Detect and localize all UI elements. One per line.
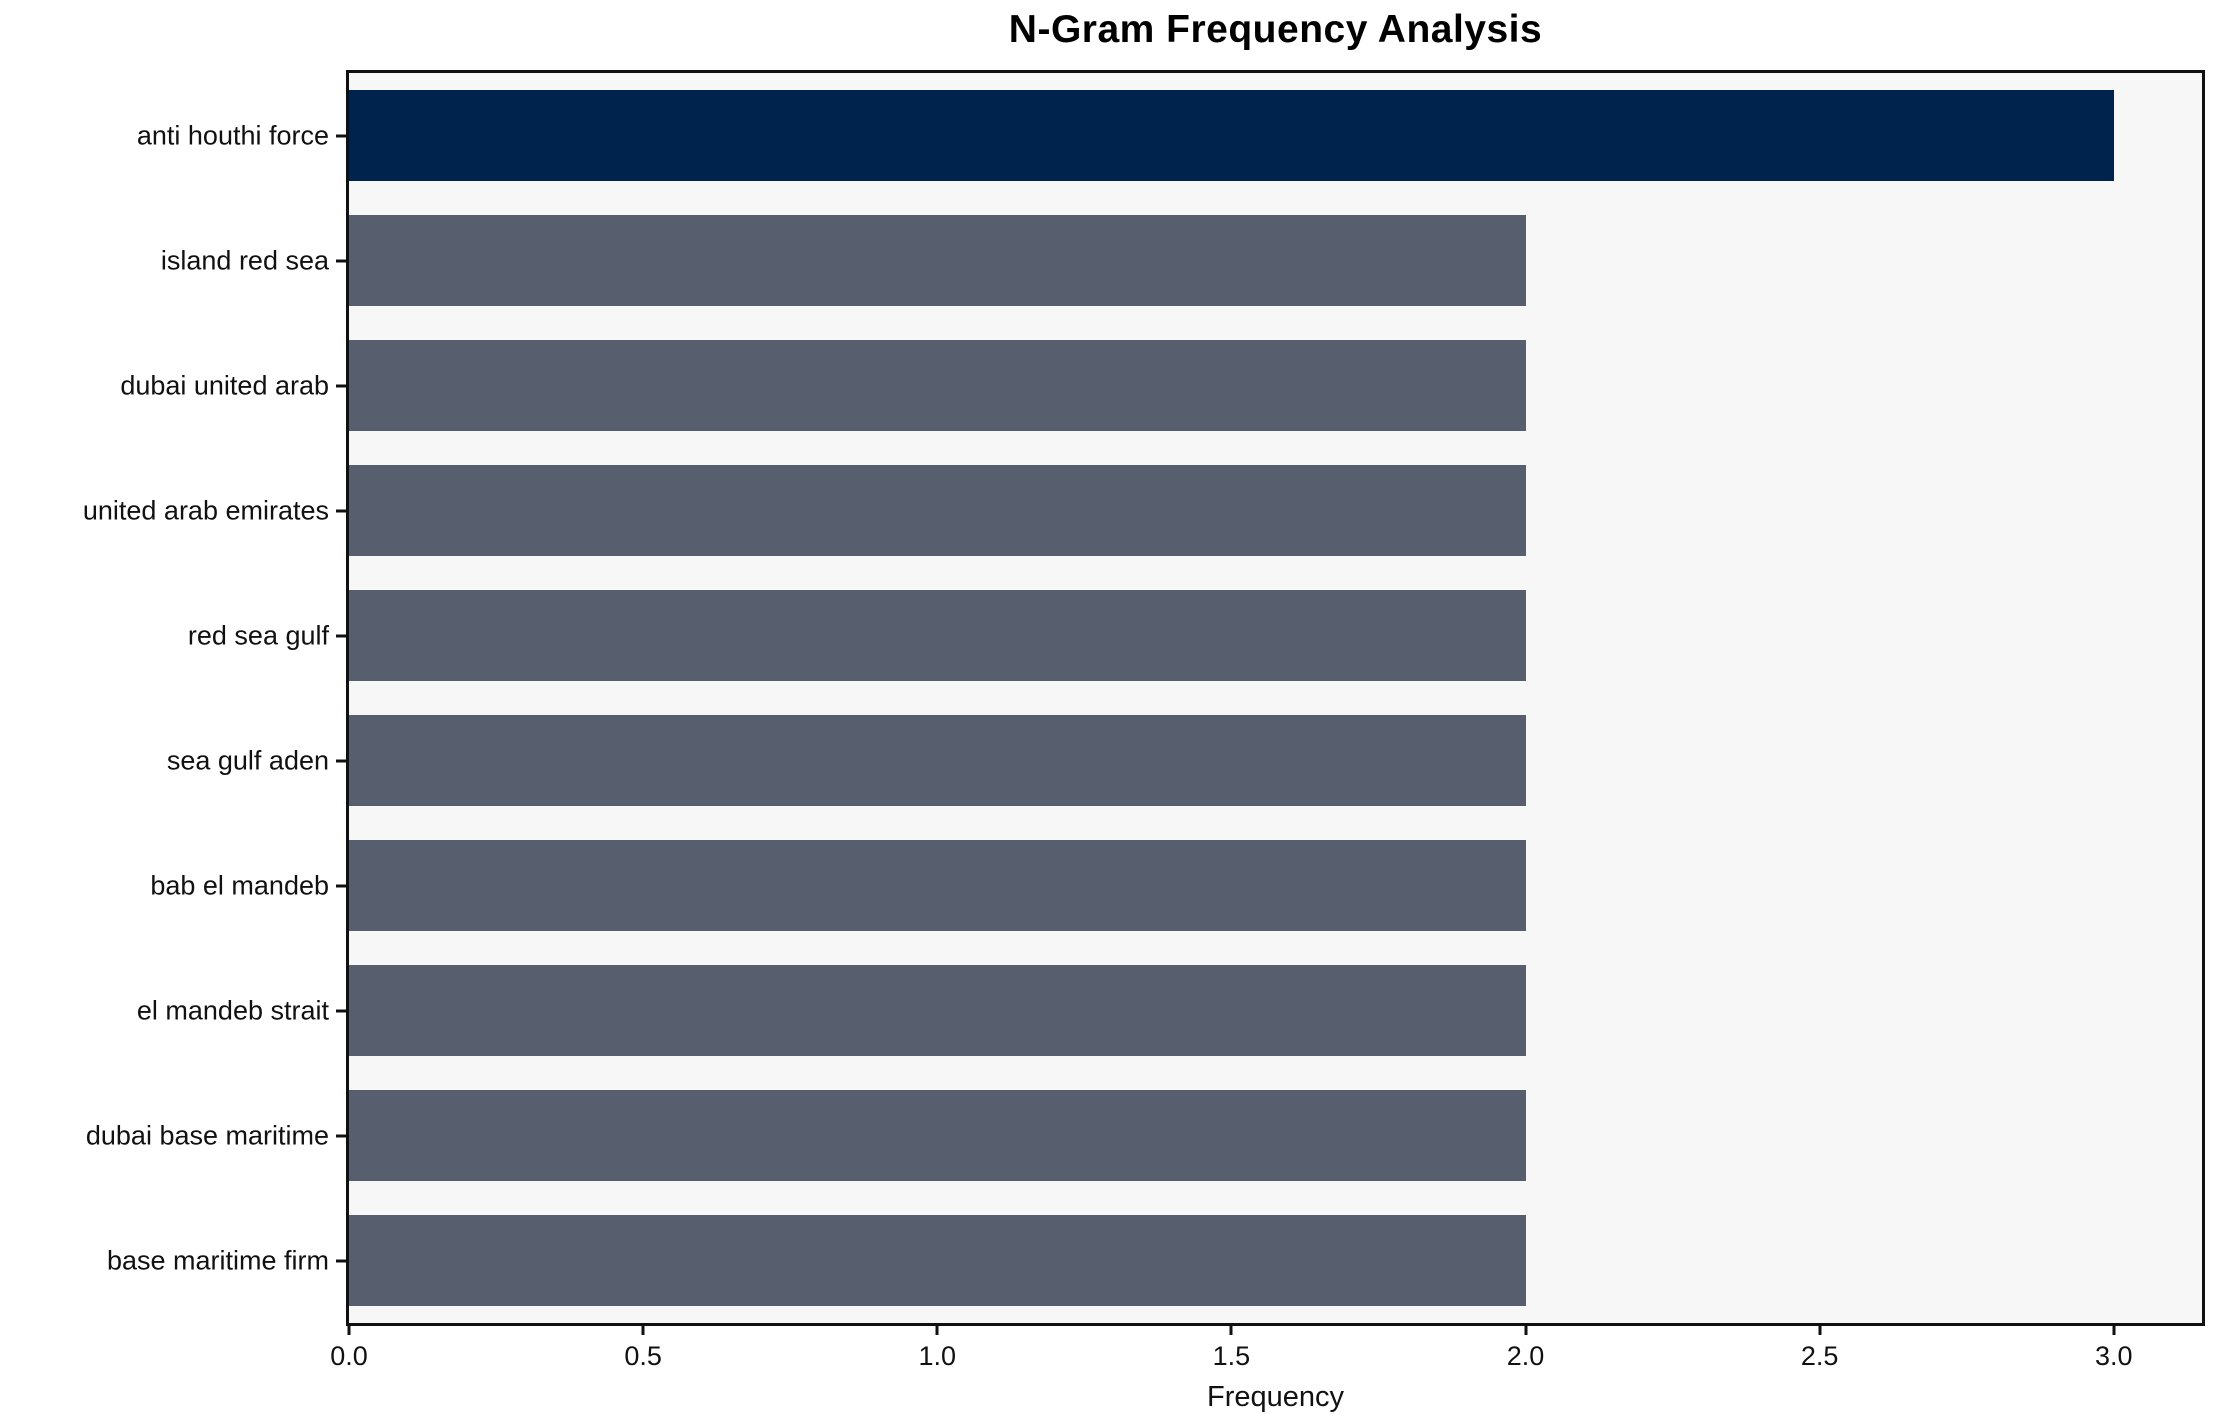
x-tick-label: 1.5 [1212,1341,1251,1371]
bar-row: united arab emirates [83,448,2202,573]
y-tick-label: el mandeb strait [136,995,329,1025]
bar [349,964,1526,1057]
y-tick-label: dubai base maritime [85,1120,329,1150]
y-tick-mark [336,134,349,137]
x-tick-mark [1524,1323,1527,1335]
plot-area: anti houthi force island red sea dubai uni… [83,70,2205,1413]
bar-row: dubai united arab [120,323,2202,448]
x-tick-mark [347,1323,351,1335]
bar [349,1089,1526,1182]
bar-row: sea gulf aden [167,698,2202,823]
bar-row: anti houthi force [137,73,2202,198]
y-tick-label: bab el mandeb [150,870,329,900]
chart-title: N-Gram Frequency Analysis [1008,8,1543,51]
bar [349,339,1526,432]
y-tick-mark [336,384,349,387]
bar [349,89,2114,182]
y-tick-mark [336,1009,349,1012]
y-tick-label: red sea gulf [187,620,329,650]
y-tick-label: island red sea [160,245,329,275]
x-axis-label: Frequency [1206,1381,1345,1413]
x-tick-mark [935,1323,939,1335]
y-tick-mark [336,759,349,762]
bar [349,589,1526,682]
x-tick-mark [1229,1323,1233,1335]
y-tick-mark [336,1259,349,1262]
bar-row: island red sea [161,198,2202,323]
y-tick-label: anti houthi force [136,120,329,150]
y-tick-label: dubai united arab [120,370,329,400]
bar [349,464,1526,557]
y-tick-label: sea gulf aden [166,745,329,775]
x-tick-label: 1.0 [918,1341,957,1371]
y-tick-mark [336,884,349,887]
bar [349,214,1526,307]
bar-row: base maritime firm [107,1198,2202,1323]
x-tick-mark [641,1323,645,1335]
y-tick-label: united arab emirates [82,495,329,525]
bar [349,839,1526,932]
x-tick-label: 2.5 [1800,1341,1839,1371]
y-tick-mark [336,509,349,512]
y-tick-mark [336,634,349,637]
bar-row: el mandeb strait [137,948,2202,1073]
bar-row: dubai base maritime [86,1073,2202,1198]
x-tick-mark [1818,1323,1822,1335]
bar-row: red sea gulf [188,573,2202,698]
x-tick-label: 0.5 [624,1341,662,1371]
x-tick-label: 0.0 [330,1341,368,1371]
bar [349,1214,1526,1307]
x-tick-label: 2.0 [1506,1341,1545,1371]
y-tick-label: base maritime firm [106,1245,329,1275]
bar [349,714,1526,807]
y-tick-mark [336,1134,349,1137]
x-tick-mark [2112,1323,2116,1335]
bar-row: bab el mandeb [150,823,2202,948]
x-tick-label: 3.0 [2094,1341,2133,1371]
y-tick-mark [336,259,349,262]
